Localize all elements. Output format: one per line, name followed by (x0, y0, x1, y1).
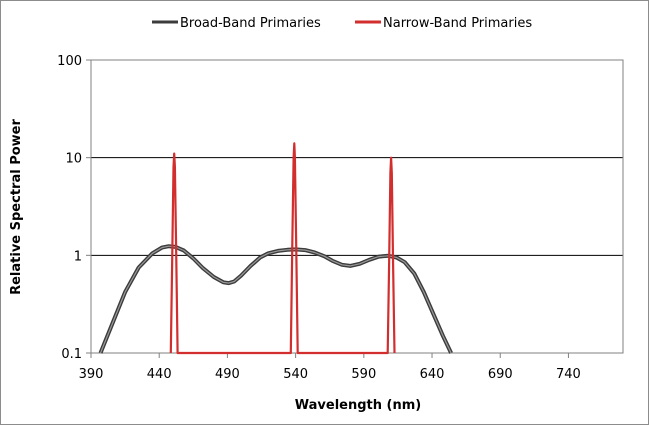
y-tick-label-1: 1 (74, 249, 82, 264)
x-tick-label-590: 590 (351, 367, 376, 382)
y-axis-ticks: 0.1 1 10 100 (57, 54, 91, 362)
x-tick-label-440: 440 (147, 367, 172, 382)
gridlines (91, 59, 623, 256)
legend-label-narrow-band: Narrow-Band Primaries (383, 16, 532, 31)
x-tick-label-490: 490 (215, 367, 240, 382)
y-tick-label-10: 10 (65, 152, 82, 167)
y-tick-label-100: 100 (57, 54, 82, 69)
x-axis-title: Wavelength (nm) (295, 398, 421, 413)
series-line-broad-band (98, 244, 453, 354)
x-tick-label-540: 540 (283, 367, 308, 382)
series-line-narrow-band (169, 142, 396, 355)
y-tick-label-0.1: 0.1 (61, 347, 82, 362)
x-axis-ticks: 390 440 490 540 590 640 690 740 (79, 353, 581, 382)
x-tick-label-390: 390 (79, 367, 104, 382)
x-tick-label-640: 640 (420, 367, 445, 382)
legend-label-broad-band: Broad-Band Primaries (180, 16, 321, 31)
x-tick-label-690: 690 (488, 367, 513, 382)
x-tick-label-740: 740 (556, 367, 581, 382)
series-line-broad-band-highlight (99, 245, 452, 354)
legend: Broad-Band Primaries Narrow-Band Primari… (152, 16, 532, 31)
y-axis-title: Relative Spectral Power (9, 119, 24, 295)
series-group (98, 142, 453, 355)
